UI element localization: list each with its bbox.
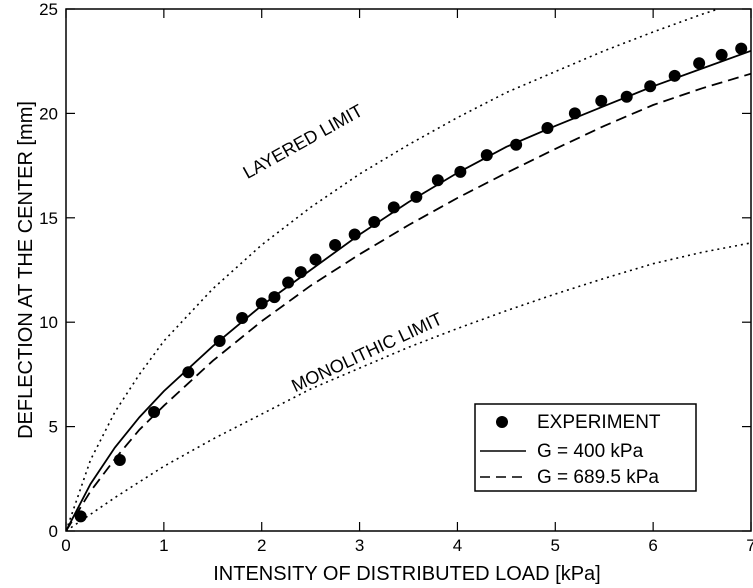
experiment-point-3: [182, 366, 195, 379]
experiment-point-22: [595, 94, 608, 107]
legend-label-experiment: EXPERIMENT: [537, 412, 661, 433]
x-tick-label-1: 1: [159, 536, 168, 555]
experiment-point-2: [148, 405, 161, 418]
legend: EXPERIMENT G = 400 kPa G = 689.5 kPa: [474, 403, 697, 492]
x-tick-label-7: 7: [746, 536, 753, 555]
experiment-point-24: [644, 80, 657, 93]
experiment-point-11: [329, 238, 342, 251]
experiment-point-9: [294, 266, 307, 279]
x-tick-label-6: 6: [648, 536, 657, 555]
x-tick-label-3: 3: [355, 536, 364, 555]
y-tick-label-2: 10: [39, 313, 58, 332]
experiment-point-13: [368, 215, 381, 228]
series-line-g-689-5-kpa: [66, 72, 751, 531]
annotation-1: MONOLITHIC LIMIT: [288, 309, 445, 396]
axis-ticks: 0 1 2 3 4 5 6 7 0 5 10 15 20 25: [39, 0, 753, 555]
experiment-point-0: [74, 510, 87, 523]
y-tick-label-0: 0: [49, 522, 58, 541]
experiment-point-20: [541, 122, 554, 135]
experiment-point-27: [715, 48, 728, 61]
x-axis-title: INTENSITY OF DISTRIBUTED LOAD [kPa]: [213, 563, 600, 585]
x-tick-label-2: 2: [257, 536, 266, 555]
experiment-point-16: [431, 174, 444, 187]
x-tick-label-4: 4: [453, 536, 462, 555]
experiment-point-6: [255, 297, 268, 310]
experiment-point-8: [282, 276, 295, 289]
experiment-point-21: [568, 107, 581, 120]
experiment-point-12: [348, 228, 361, 241]
y-tick-label-4: 20: [39, 104, 58, 123]
experiment-point-1: [113, 454, 126, 467]
x-tick-label-5: 5: [551, 536, 560, 555]
legend-label-g689: G = 689.5 kPa: [537, 467, 659, 488]
series-line-limit-4: [66, 242, 751, 531]
experiment-point-19: [510, 138, 523, 151]
y-tick-label-5: 25: [39, 0, 58, 19]
experiment-point-18: [480, 149, 493, 162]
y-tick-label-1: 5: [49, 418, 58, 437]
experiment-point-26: [693, 57, 706, 70]
experiment-point-4: [213, 334, 226, 347]
experiment-point-7: [268, 291, 281, 304]
legend-box: [474, 403, 697, 492]
legend-label-g400: G = 400 kPa: [537, 441, 644, 462]
experiment-point-5: [236, 312, 249, 325]
experiment-point-17: [454, 165, 467, 178]
x-tick-label-0: 0: [61, 536, 70, 555]
experiment-point-23: [620, 90, 633, 103]
experiment-point-25: [668, 69, 681, 82]
experiment-point-15: [410, 190, 423, 203]
legend-marker-experiment: [496, 416, 508, 428]
experiment-point-28: [735, 42, 748, 55]
y-axis-title: DEFLECTION AT THE CENTER [mm]: [15, 101, 37, 439]
plot-frame: [65, 8, 752, 532]
annotation-0: LAYERED LIMIT: [240, 100, 367, 182]
experiment-point-14: [387, 201, 400, 214]
curve-annotations: LAYERED LIMIT MONOLITHIC LIMIT: [240, 100, 446, 396]
experiment-markers: [74, 42, 748, 523]
experiment-point-10: [309, 253, 322, 266]
y-tick-label-3: 15: [39, 209, 58, 228]
